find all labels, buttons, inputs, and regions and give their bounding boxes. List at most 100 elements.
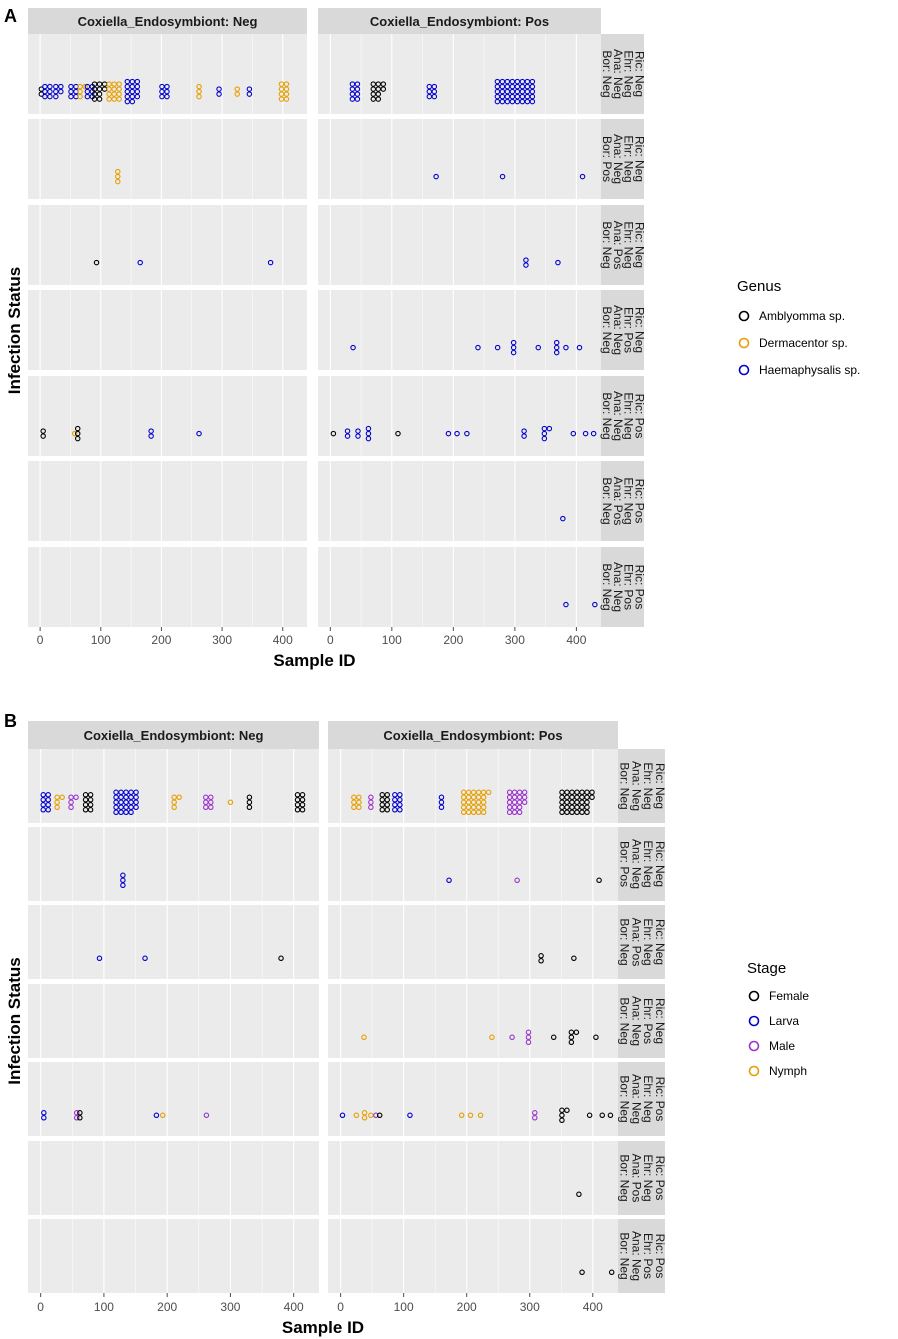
column-strip xyxy=(328,721,618,749)
data-point xyxy=(38,91,45,97)
x-tick-label: 0 xyxy=(337,1300,344,1314)
data-point xyxy=(475,344,481,351)
data-point xyxy=(584,804,590,811)
row-strip-label: Ana: Neg xyxy=(629,839,643,889)
data-point xyxy=(379,792,385,798)
data-point xyxy=(550,1034,557,1041)
data-point xyxy=(129,98,136,105)
data-point xyxy=(375,96,382,102)
data-point xyxy=(470,809,477,816)
row-strip-label: Ric: Pos xyxy=(632,565,646,610)
data-point xyxy=(196,88,202,95)
data-point xyxy=(375,86,382,92)
data-point xyxy=(571,955,577,962)
row-strip-label: Ric: Neg xyxy=(632,307,646,353)
data-point xyxy=(74,435,81,442)
facet-panel xyxy=(28,749,319,823)
column-strip xyxy=(318,8,601,34)
data-point xyxy=(460,794,467,801)
data-point xyxy=(96,81,103,87)
data-point xyxy=(246,794,253,801)
data-point xyxy=(113,794,119,801)
data-point xyxy=(278,955,284,962)
data-point xyxy=(499,93,506,100)
column-strip xyxy=(28,721,319,749)
data-point xyxy=(564,809,570,816)
data-point xyxy=(133,794,139,801)
legend-entry-label: Dermacentor sp. xyxy=(759,336,848,350)
data-point xyxy=(506,809,513,816)
data-point xyxy=(123,804,129,811)
data-point xyxy=(42,83,48,90)
column-strip-label: Coxiella_Endosymbiont: Pos xyxy=(383,728,562,743)
data-point xyxy=(111,86,117,92)
data-point xyxy=(120,877,126,884)
data-point xyxy=(480,794,487,801)
data-point xyxy=(368,794,374,801)
data-point xyxy=(82,802,89,808)
data-point xyxy=(576,1191,582,1198)
row-strip-label: Ehr: Neg xyxy=(641,1154,655,1201)
row-strip-label: Ric: Neg xyxy=(653,919,667,965)
data-point xyxy=(510,339,517,346)
data-point xyxy=(494,344,501,351)
data-point xyxy=(246,799,253,806)
data-point xyxy=(426,88,433,95)
data-point xyxy=(370,96,377,102)
data-point xyxy=(535,344,541,351)
data-point xyxy=(509,93,516,100)
data-point xyxy=(106,86,112,92)
data-point xyxy=(529,83,536,90)
row-strip-label: Ehr: Neg xyxy=(641,1075,655,1122)
data-point xyxy=(392,807,398,813)
data-point xyxy=(569,794,575,801)
data-point xyxy=(299,792,306,798)
data-point xyxy=(467,1112,474,1119)
data-point xyxy=(574,799,580,806)
data-point xyxy=(356,794,362,801)
data-point xyxy=(465,804,472,811)
legend-entry-label: Larva xyxy=(769,1014,799,1028)
data-point xyxy=(559,789,565,796)
data-point xyxy=(596,877,602,884)
data-point xyxy=(516,809,523,816)
data-point xyxy=(42,88,48,95)
x-tick-label: 100 xyxy=(91,633,111,647)
data-point xyxy=(568,1034,575,1041)
panel-label: A xyxy=(4,6,17,26)
data-point xyxy=(164,88,170,95)
data-point xyxy=(171,794,177,801)
row-strip-label: Bor: Neg xyxy=(618,1232,632,1279)
row-strip-label: Ric: Neg xyxy=(632,136,646,182)
row-strip-label: Ehr: Neg xyxy=(641,918,655,965)
data-point xyxy=(514,78,521,85)
data-point xyxy=(521,794,528,801)
data-point xyxy=(524,78,531,85)
data-point xyxy=(514,93,521,100)
data-point xyxy=(559,1112,565,1119)
data-point xyxy=(506,789,513,796)
data-point xyxy=(216,86,222,92)
data-point xyxy=(574,789,580,796)
data-point xyxy=(82,807,89,813)
data-point xyxy=(124,78,131,85)
data-point xyxy=(395,430,401,437)
data-point xyxy=(458,1112,465,1119)
data-point xyxy=(77,88,83,95)
facet-panel xyxy=(28,827,319,901)
legend-key-icon xyxy=(738,364,750,376)
legend-key-icon xyxy=(748,990,760,1002)
data-point xyxy=(509,88,516,95)
data-point xyxy=(524,83,531,90)
data-point xyxy=(47,83,53,90)
data-point xyxy=(525,1034,532,1041)
data-point xyxy=(370,91,377,97)
data-point xyxy=(124,93,131,100)
facet-panel xyxy=(318,461,601,541)
row-strip-label: Ric: Neg xyxy=(632,222,646,268)
data-point xyxy=(511,804,518,811)
row-strip-label: Ehr: Neg xyxy=(641,840,655,887)
data-point xyxy=(519,98,526,105)
row-strip xyxy=(618,1219,665,1293)
data-point xyxy=(68,88,74,95)
